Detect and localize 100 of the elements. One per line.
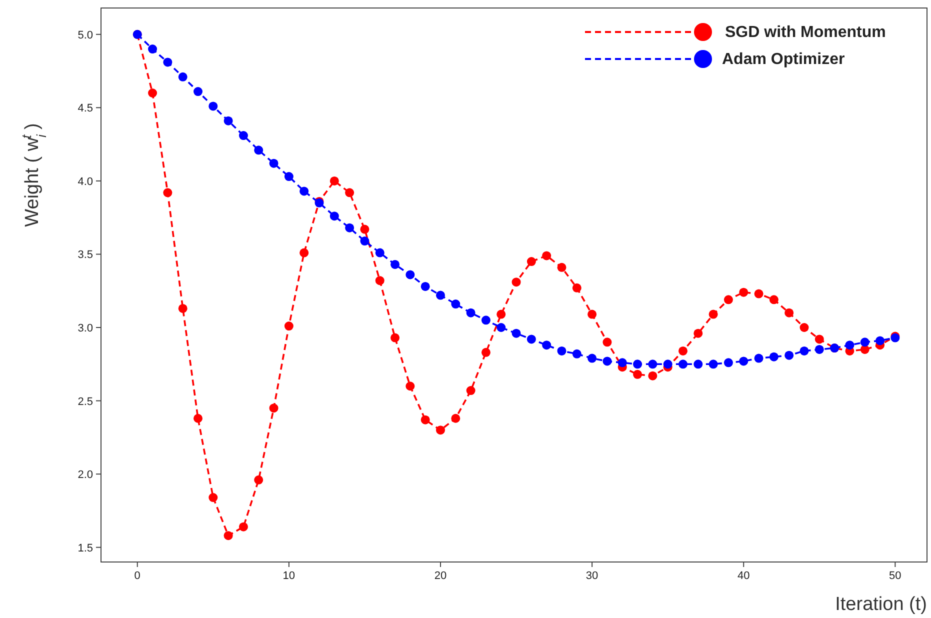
y-tick-label: 2.0 (78, 469, 93, 482)
point (542, 340, 552, 350)
point (860, 344, 870, 354)
point (375, 276, 384, 286)
point (708, 310, 718, 319)
point (194, 414, 202, 423)
point (345, 223, 354, 232)
point (436, 426, 445, 435)
point (739, 356, 748, 366)
point (148, 88, 158, 98)
point (588, 310, 597, 319)
point (876, 336, 885, 346)
point (420, 415, 430, 424)
point (512, 328, 521, 338)
x-axis-title: Iteration (t) (835, 594, 927, 615)
point (648, 360, 658, 369)
x-tick-label: 20 (434, 570, 447, 582)
point (860, 338, 870, 347)
point (633, 370, 642, 379)
point (300, 248, 309, 258)
x-tick-label: 30 (586, 570, 598, 582)
point (406, 270, 415, 280)
point (481, 316, 490, 325)
point (254, 475, 264, 484)
point (694, 328, 703, 338)
point (178, 72, 188, 82)
point (678, 360, 688, 369)
point (178, 304, 188, 313)
point (451, 300, 460, 309)
point (588, 354, 597, 363)
point (648, 371, 658, 380)
point (208, 102, 218, 111)
point (814, 344, 824, 354)
point (800, 323, 809, 332)
point (466, 308, 476, 318)
point (724, 358, 733, 368)
point (254, 146, 264, 155)
point (360, 224, 370, 234)
point (238, 522, 248, 532)
point (496, 323, 506, 332)
legend-label: SGD with Momentum (725, 24, 886, 41)
point (845, 340, 854, 350)
point (678, 346, 688, 356)
point (572, 349, 582, 358)
point (542, 251, 552, 260)
point (633, 360, 642, 369)
x-tick-label: 50 (889, 570, 902, 582)
point (284, 172, 294, 182)
point (163, 58, 172, 67)
point (238, 131, 248, 140)
y-tick-label: 4.5 (78, 102, 93, 115)
y-tick-label: 4.0 (78, 176, 93, 188)
point (269, 158, 278, 168)
point (618, 358, 627, 368)
y-tick-label: 5.0 (78, 29, 93, 42)
point (526, 257, 536, 266)
point (572, 283, 582, 292)
point (557, 346, 566, 356)
y-tick-label: 3.0 (78, 322, 93, 335)
point (814, 334, 824, 344)
point (754, 289, 764, 298)
point (663, 360, 672, 369)
point (451, 414, 460, 423)
y-tick-label: 3.5 (78, 249, 93, 262)
point (436, 290, 445, 300)
point (694, 360, 703, 369)
point (330, 212, 339, 221)
x-tick-label: 10 (282, 570, 296, 582)
point (602, 338, 612, 347)
point (769, 295, 778, 304)
y-tick-label: 1.5 (78, 542, 93, 554)
point (708, 360, 718, 369)
x-tick-label: 40 (737, 570, 750, 582)
point (390, 333, 400, 342)
point (769, 352, 778, 362)
point (512, 278, 521, 287)
point (330, 176, 339, 186)
point (754, 354, 764, 363)
point (526, 334, 536, 344)
point (739, 288, 748, 297)
point (420, 282, 430, 291)
point (557, 262, 566, 272)
point (360, 236, 370, 246)
point (406, 382, 415, 391)
point (224, 116, 233, 126)
point (390, 260, 400, 269)
point (784, 308, 794, 318)
point (300, 186, 309, 196)
point (602, 356, 612, 366)
point (148, 44, 158, 54)
point (466, 386, 476, 396)
point (284, 322, 294, 331)
y-tick-label: 2.5 (78, 396, 93, 408)
point (496, 310, 506, 319)
point (724, 295, 733, 304)
point (481, 348, 490, 357)
point (784, 350, 794, 360)
x-tick-label: 0 (134, 570, 140, 582)
point (194, 87, 202, 96)
point (800, 346, 809, 356)
